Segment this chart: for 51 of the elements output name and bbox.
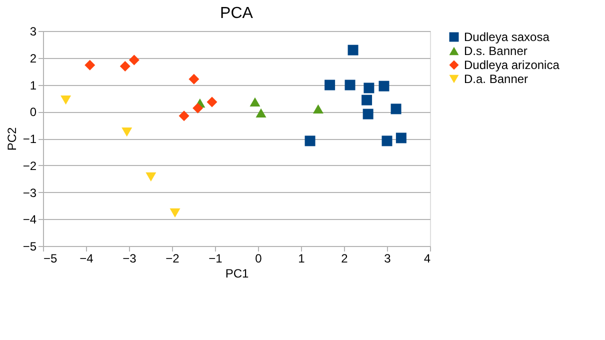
- point: [84, 60, 96, 70]
- point: [178, 110, 190, 122]
- point: [170, 208, 180, 218]
- point: [364, 82, 374, 94]
- point: [256, 108, 266, 118]
- x-tick-label: 0: [255, 252, 262, 266]
- point: [382, 136, 392, 146]
- point: [146, 172, 156, 182]
- x-tick-label: 1: [298, 252, 306, 266]
- x-tick-label: 4: [424, 252, 431, 266]
- point: [206, 96, 218, 108]
- point: [192, 102, 204, 114]
- x-tick-label: 2: [341, 252, 348, 266]
- point: [396, 132, 406, 144]
- x-tick-label: −4: [80, 252, 94, 266]
- point: [128, 54, 140, 66]
- y-axis-title: PC2: [4, 127, 19, 151]
- y-tick-label: −3: [22, 186, 37, 200]
- legend-label: Dudleya saxosa: [464, 30, 550, 44]
- x-axis-title: PC1: [225, 266, 249, 280]
- point: [60, 96, 72, 105]
- x-tick-label: −3: [122, 252, 137, 266]
- y-tick-label: 1: [30, 78, 37, 92]
- point: [378, 80, 390, 92]
- point: [312, 104, 324, 114]
- point: [250, 97, 260, 106]
- point: [188, 74, 200, 84]
- x-tick-label: −2: [166, 252, 180, 266]
- y-tick-label: −4: [22, 212, 37, 227]
- x-tick-label: 3: [384, 252, 392, 266]
- point: [120, 60, 130, 72]
- point: [362, 94, 372, 106]
- y-tick-label: 3: [30, 24, 37, 38]
- point: [362, 108, 374, 120]
- y-tick-label: 0: [30, 105, 37, 120]
- y-tick-label: −1: [22, 132, 37, 146]
- point: [324, 80, 336, 90]
- x-tick-label: −1: [208, 252, 223, 266]
- y-tick-label: −2: [22, 158, 37, 173]
- point: [344, 80, 356, 90]
- point: [122, 128, 132, 137]
- legend-label: Dudleya arizonica: [464, 58, 560, 72]
- legend-label: D.a. Banner: [464, 72, 528, 86]
- point: [304, 136, 316, 146]
- y-tick-label: −5: [22, 240, 37, 254]
- point: [348, 44, 358, 56]
- legend-label: D.s. Banner: [464, 44, 528, 58]
- y-tick-label: 2: [30, 51, 37, 66]
- chart-title: PCA: [220, 5, 254, 22]
- x-tick-label: −5: [44, 252, 58, 266]
- point: [390, 104, 402, 114]
